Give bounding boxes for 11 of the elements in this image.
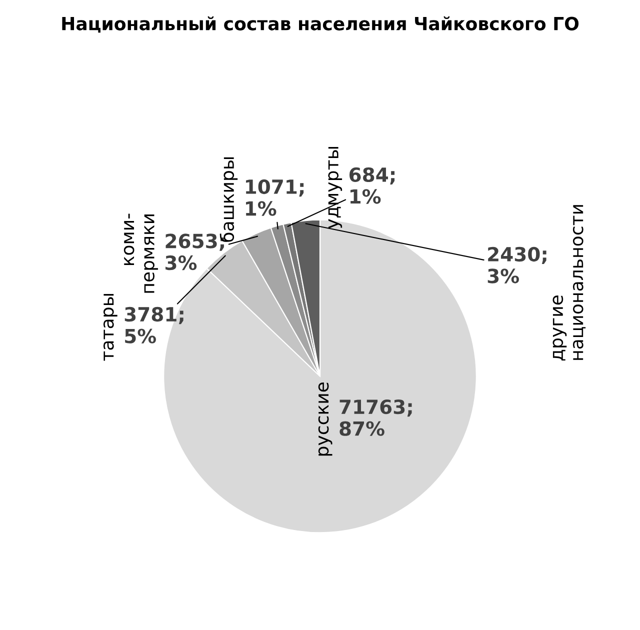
slice-label: удмурты <box>328 147 342 229</box>
slice-label: другие национальности <box>552 205 586 361</box>
data-label: 2430; 3% <box>488 246 546 284</box>
chart-title: Национальный состав населения Чайковского ГО <box>62 16 579 33</box>
data-label: 1071; 1% <box>246 179 304 216</box>
slice-label: татары <box>103 294 118 361</box>
slice-label: русские <box>318 382 332 456</box>
slice-label: коми- пермяки <box>124 214 158 293</box>
data-label: 684; 1% <box>350 167 394 204</box>
data-label: 71763; 87% <box>340 399 412 436</box>
data-label: 3781; 5% <box>124 306 184 344</box>
